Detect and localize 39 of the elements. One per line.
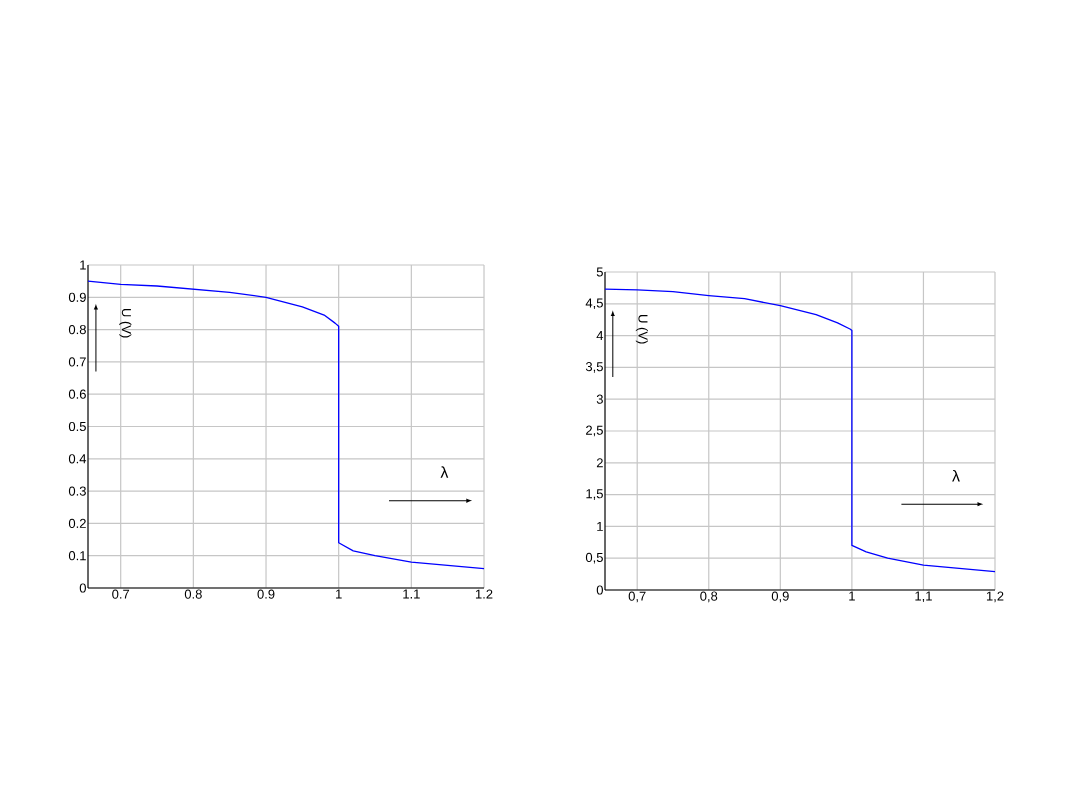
y-tick-label: 0.1 bbox=[68, 551, 86, 561]
y-tick-label: 0 bbox=[79, 583, 86, 593]
y-tick-label: 4,5 bbox=[585, 298, 603, 310]
x-tick-label: 0,7 bbox=[628, 591, 646, 603]
y-tick-label: 0.6 bbox=[68, 389, 86, 399]
y-tick-label: 0.4 bbox=[68, 454, 87, 464]
x-tick-label: 1.2 bbox=[475, 589, 493, 599]
x-tick-label: 0,9 bbox=[771, 591, 789, 603]
y-tick-label: 0.7 bbox=[68, 357, 86, 367]
x-tick-label: 1,1 bbox=[915, 591, 932, 603]
y-axis-title: U (V) bbox=[635, 315, 648, 344]
x-tick-label: 0.8 bbox=[184, 589, 202, 599]
y-tick-label: 0.3 bbox=[68, 486, 86, 496]
x-tick-label: 0.9 bbox=[257, 589, 275, 599]
x-tick-label: 0,8 bbox=[700, 591, 718, 603]
y-tick-label: 3 bbox=[596, 394, 603, 404]
x-tick-label: 0.7 bbox=[112, 589, 130, 599]
y-tick-label: 4 bbox=[596, 331, 604, 341]
y-tick-label: 0.8 bbox=[68, 324, 86, 335]
x-axis-title: λ bbox=[952, 469, 960, 482]
x-tick-label: 1 bbox=[336, 589, 342, 599]
y-tick-label: 2,5 bbox=[586, 425, 603, 437]
x-axis-title: λ bbox=[440, 466, 449, 478]
y-tick-label: 1 bbox=[80, 260, 86, 270]
y-tick-label: 0 bbox=[596, 585, 603, 595]
y-tick-label: 0,5 bbox=[585, 552, 603, 564]
x-tick-label: 1 bbox=[849, 591, 855, 601]
y-tick-label: 0.2 bbox=[68, 518, 86, 528]
y-tick-label: 5 bbox=[596, 267, 603, 277]
line-series bbox=[604, 288, 996, 573]
y-tick-label: 1 bbox=[597, 521, 603, 531]
y-tick-label: 0.5 bbox=[68, 421, 86, 432]
x-tick-label: 1,2 bbox=[986, 591, 1004, 603]
x-tick-label: 1.1 bbox=[403, 589, 420, 599]
y-tick-label: 3,5 bbox=[585, 362, 603, 373]
y-axis-title: U (V) bbox=[119, 308, 132, 338]
y-tick-label: 2 bbox=[596, 458, 603, 468]
y-tick-label: 1,5 bbox=[586, 489, 603, 500]
y-tick-label: 0.9 bbox=[68, 292, 86, 302]
